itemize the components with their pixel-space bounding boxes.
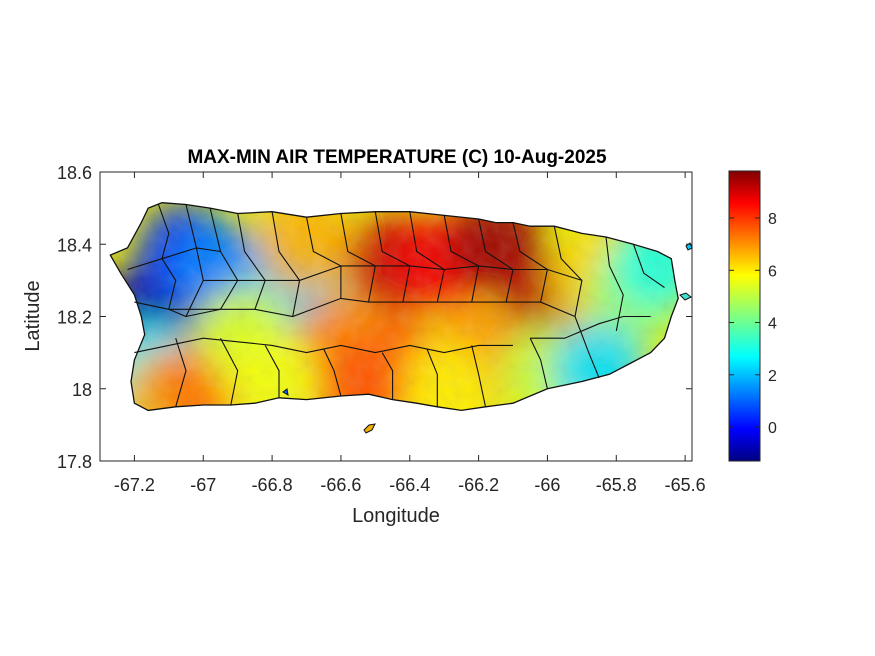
municipality-boundary [175, 338, 187, 407]
municipality-boundary [134, 204, 204, 318]
plot-title: MAX-MIN AIR TEMPERATURE (C) 10-Aug-2025 [187, 147, 607, 168]
municipality-boundary [340, 213, 376, 303]
municipality-boundary [478, 218, 514, 303]
colorbar-tick-label: 4 [768, 316, 777, 333]
municipality-boundary [203, 265, 583, 281]
municipality-boundary [530, 315, 651, 339]
colorbar-tick-label: 8 [768, 211, 777, 228]
municipality-boundary [632, 244, 665, 289]
municipality-boundary [264, 345, 280, 398]
municipality-boundary [305, 217, 342, 299]
municipality-boundary [553, 226, 583, 317]
colorbar-tick-label: 0 [768, 420, 777, 437]
x-tick-label: -67.2 [114, 475, 155, 495]
municipality-boundary [443, 215, 480, 303]
municipality-boundary [127, 247, 221, 271]
islets [282, 242, 693, 434]
x-tick-label: -66.6 [320, 475, 361, 495]
x-tick-label: -66.8 [252, 475, 293, 495]
x-axis-label: Longitude [352, 505, 440, 527]
x-tick-label: -66.4 [389, 475, 430, 495]
y-tick-label: 18.4 [57, 235, 92, 255]
municipality-boundaries [127, 204, 665, 407]
municipality-boundary [471, 345, 487, 407]
x-tick-label: -66.2 [458, 475, 499, 495]
colorbar-gradient [728, 170, 761, 462]
y-tick-label: 17.8 [57, 452, 92, 472]
municipality-boundary [220, 337, 239, 406]
municipality-boundary [426, 348, 438, 407]
x-tick-label: -67 [190, 475, 216, 495]
municipality-boundary [574, 316, 600, 379]
island-coastline [109, 202, 679, 412]
temperature-field [110, 202, 679, 411]
municipality-boundary [529, 337, 548, 389]
y-tick-label: 18 [72, 380, 92, 400]
municipality-boundary [605, 236, 624, 332]
x-tick-label: -66 [534, 475, 560, 495]
municipality-boundary [381, 352, 394, 400]
colorbar-tick-label: 6 [768, 263, 777, 280]
municipality-boundary [237, 213, 266, 310]
colorbar-tick-label: 2 [768, 368, 777, 385]
x-tick-label: -65.8 [596, 475, 637, 495]
x-tick-label: -65.6 [665, 475, 706, 495]
municipality-boundary [409, 211, 445, 303]
municipality-boundary [374, 211, 411, 303]
colorbar-ticks: 0 2 4 6 8 [729, 211, 777, 437]
municipality-boundary [323, 348, 342, 397]
municipality-boundary [512, 222, 549, 303]
municipality-boundary [271, 211, 301, 317]
colorbar: 0 2 4 6 8 [728, 170, 777, 462]
y-axis-ticks: 17.8 18 18.2 18.4 18.6 [57, 163, 692, 472]
municipality-boundary [168, 297, 576, 318]
y-axis-label: Latitude [22, 280, 44, 351]
y-tick-label: 18.6 [57, 163, 92, 183]
x-axis-ticks: -67.2 -67 -66.8 -66.6 -66.4 -66.2 -66 -65.8 -65.… [114, 172, 706, 495]
y-tick-label: 18.2 [57, 308, 92, 328]
